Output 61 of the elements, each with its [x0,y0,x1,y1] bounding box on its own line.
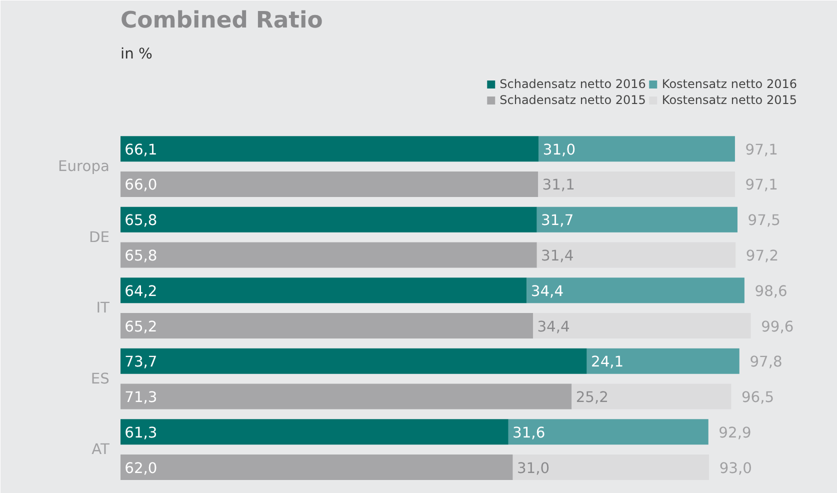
data-label: 31,7 [541,212,574,230]
data-label: 66,1 [124,141,158,158]
data-label: 71,3 [124,389,158,406]
bar [120,242,537,268]
bar [526,278,744,304]
total-label: 93,0 [719,460,752,477]
data-label: 65,2 [124,318,158,336]
bar [536,206,738,232]
bar [538,136,735,162]
total-label: 97,1 [745,141,778,158]
total-label: 97,2 [746,248,779,265]
bar [120,172,538,197]
data-label: 31,6 [512,424,546,442]
legend-label: Kostensatz netto 2016 [662,77,797,91]
data-label: 25,2 [576,389,608,406]
data-label: 65,8 [124,248,158,265]
bar [538,172,735,197]
bar [512,454,710,480]
bar [120,278,527,304]
y-tick-label: DE [88,228,110,246]
y-tick-label: IT [96,300,110,317]
total-label: 92,9 [718,424,752,442]
bar [120,136,539,162]
bar [508,419,708,445]
legend-label: Schadensatz netto 2016 [500,77,646,91]
total-label: 98,6 [754,282,788,300]
y-tick-label: Europa [58,158,110,176]
data-label: 31,1 [542,176,575,194]
legend-label: Kostensatz netto 2015 [662,93,797,107]
bar [120,206,537,232]
y-tick-label: AT [92,441,110,458]
total-label: 96,5 [741,389,774,406]
data-label: 24,1 [591,354,624,371]
legend-label: Schadensatz netto 2015 [500,93,646,107]
bar [572,384,732,410]
data-label: 34,4 [530,282,564,300]
data-label: 31,4 [541,248,574,265]
total-label: 97,1 [745,176,778,194]
bar [533,313,751,338]
data-label: 31,0 [516,460,550,477]
total-label: 99,6 [761,318,794,336]
bar [120,384,572,410]
data-label: 31,0 [542,141,576,158]
bar [120,313,534,338]
bar [120,348,587,374]
data-label: 61,3 [124,424,158,442]
chart-subtitle: in % [120,46,153,62]
bar [120,454,513,480]
data-label: 64,2 [124,282,158,300]
bar [586,348,740,374]
y-tick-label: ES [90,370,110,388]
data-label: 66,0 [124,176,158,194]
data-label: 34,4 [537,318,570,336]
total-label: 97,5 [748,212,780,230]
total-label: 97,8 [750,354,782,371]
chart-title: Combined Ratio [120,8,323,34]
data-label: 62,0 [124,460,158,477]
data-label: 73,7 [124,354,158,371]
data-label: 65,8 [124,212,158,230]
bar [536,242,736,268]
bar [120,419,508,445]
